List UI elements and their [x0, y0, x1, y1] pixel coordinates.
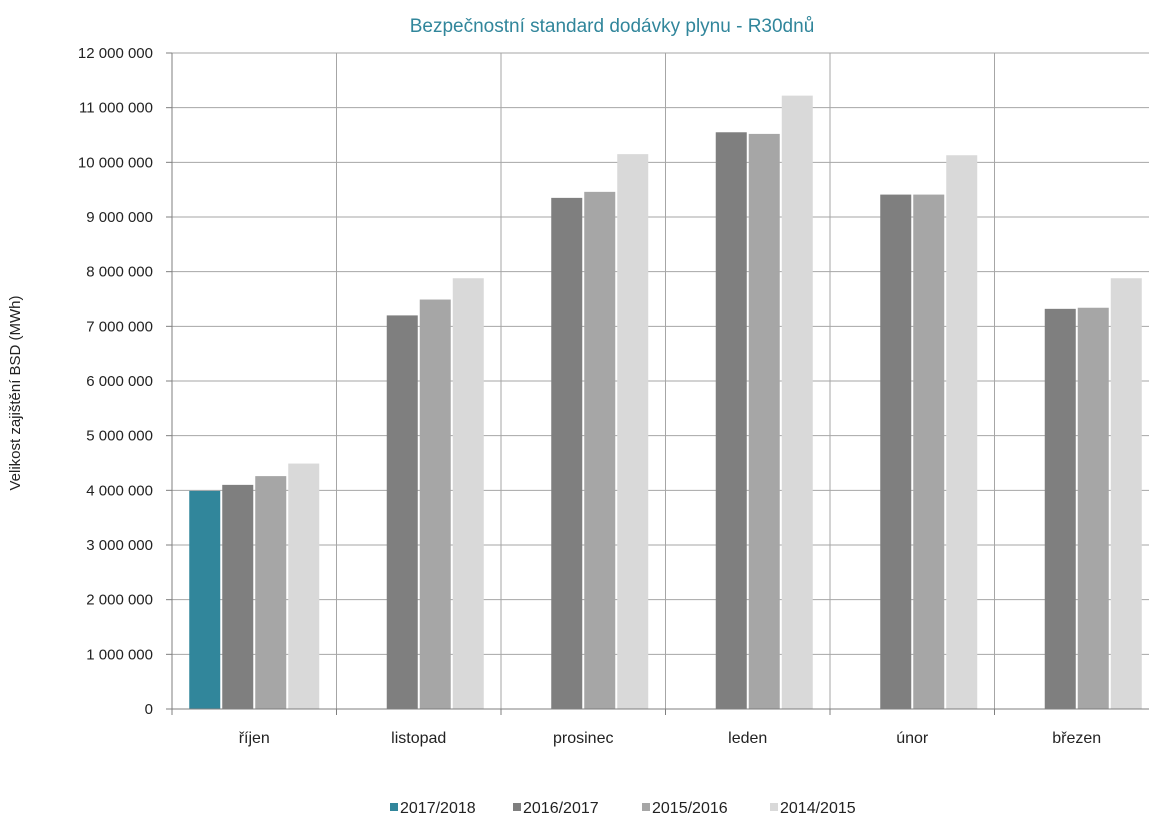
x-category-label: únor [896, 730, 929, 747]
y-tick-label: 1 000 000 [86, 646, 153, 663]
legend-swatch [770, 803, 778, 811]
bar [1044, 308, 1076, 709]
bar [419, 299, 451, 709]
y-tick-label: 11 000 000 [79, 100, 153, 117]
bar [386, 315, 418, 709]
y-tick-label: 10 000 000 [78, 154, 153, 171]
legend-label: 2014/2015 [780, 800, 856, 817]
bar [584, 191, 616, 709]
bars [189, 95, 1142, 710]
bar [255, 476, 287, 709]
x-category-label: listopad [391, 730, 446, 747]
bar [913, 194, 945, 709]
legend-swatch [642, 803, 650, 811]
chart-title: Bezpečnostní standard dodávky plynu - R3… [410, 16, 815, 37]
bar [551, 197, 583, 709]
bar [452, 278, 484, 709]
bar [781, 95, 813, 709]
y-tick-labels: 0 1 000 000 2 000 000 3 000 000 4 000 000 5 0… [78, 45, 153, 718]
y-tick-label: 3 000 000 [86, 537, 153, 554]
legend-label: 2016/2017 [523, 800, 599, 817]
x-category-label: říjen [239, 730, 270, 747]
bar [1077, 307, 1109, 709]
x-category-label: prosinec [553, 730, 613, 747]
legend: 2017/2018 2016/2017 2015/2016 2014/2015 [390, 800, 856, 817]
bar [715, 132, 747, 709]
bar [222, 484, 254, 709]
x-category-label: leden [728, 730, 767, 747]
y-axis-label: Velikost zajištění BSD (MWh) [7, 295, 24, 490]
y-tick-label: 7 000 000 [86, 318, 153, 335]
y-tick-label: 4 000 000 [86, 482, 153, 499]
legend-label: 2017/2018 [400, 800, 476, 817]
bar [748, 133, 780, 709]
x-category-label: březen [1052, 730, 1101, 747]
y-tick-label: 8 000 000 [86, 264, 153, 281]
grid [172, 52, 1149, 709]
bar [880, 194, 912, 709]
axes [166, 52, 1149, 715]
y-tick-label: 9 000 000 [86, 209, 153, 226]
y-tick-label: 5 000 000 [86, 428, 153, 445]
y-tick-label: 0 [145, 701, 153, 718]
legend-swatch [390, 803, 398, 811]
bar [1110, 278, 1142, 709]
x-category-labels: říjen listopad prosinec leden únor březen [239, 730, 1102, 747]
bar [946, 155, 978, 709]
bar [617, 154, 649, 710]
bar [288, 463, 320, 709]
y-tick-label: 12 000 000 [78, 45, 153, 62]
legend-swatch [513, 803, 521, 811]
bar [189, 490, 221, 709]
legend-label: 2015/2016 [652, 800, 728, 817]
y-tick-label: 6 000 000 [86, 373, 153, 390]
y-tick-label: 2 000 000 [86, 592, 153, 609]
